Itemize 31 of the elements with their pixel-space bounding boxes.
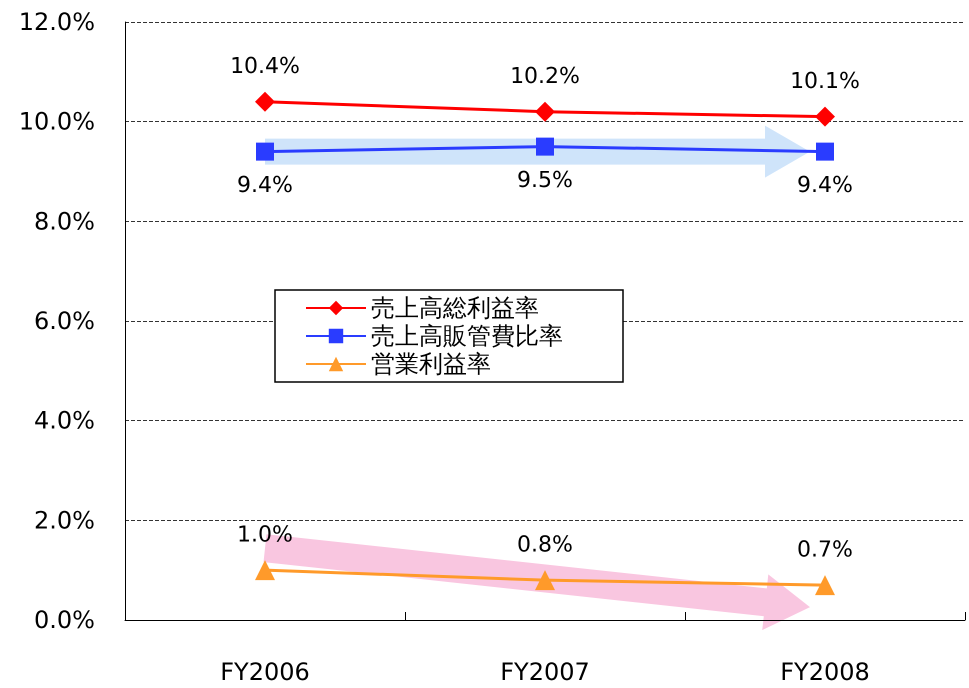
- y-tick-label: 2.0%: [34, 506, 95, 534]
- data-label: 9.4%: [797, 173, 853, 198]
- point: [536, 138, 554, 156]
- point: [815, 106, 835, 127]
- x-tick-label: FY2008: [780, 658, 870, 686]
- point: [255, 560, 275, 580]
- point: [256, 142, 274, 161]
- data-label: 10.2%: [510, 64, 580, 90]
- x-tick-label: FY2007: [500, 658, 590, 686]
- data-label: 0.8%: [517, 532, 573, 558]
- data-label: 0.7%: [797, 538, 853, 563]
- y-tick-label: 10.0%: [18, 108, 95, 136]
- y-tick-label: 12.0%: [18, 8, 95, 36]
- legend-label: 営業利益率: [371, 350, 491, 378]
- y-tick-label: 0.0%: [34, 606, 95, 634]
- data-label: 9.5%: [517, 168, 573, 194]
- x-tick-label: FY2006: [220, 658, 310, 686]
- legend-label: 売上高販管費比率: [371, 322, 563, 350]
- y-tick-label: 8.0%: [34, 207, 95, 236]
- data-label: 9.4%: [237, 173, 293, 198]
- data-label: 1.0%: [237, 522, 293, 548]
- point: [535, 102, 555, 122]
- legend-label: 売上高総利益率: [371, 294, 539, 322]
- point: [815, 575, 835, 596]
- point: [535, 570, 555, 590]
- point: [255, 92, 275, 112]
- y-tick-label: 6.0%: [34, 307, 95, 335]
- point: [816, 142, 834, 161]
- data-label: 10.1%: [790, 69, 860, 94]
- y-tick-label: 4.0%: [34, 406, 95, 435]
- data-label: 10.4%: [230, 54, 300, 80]
